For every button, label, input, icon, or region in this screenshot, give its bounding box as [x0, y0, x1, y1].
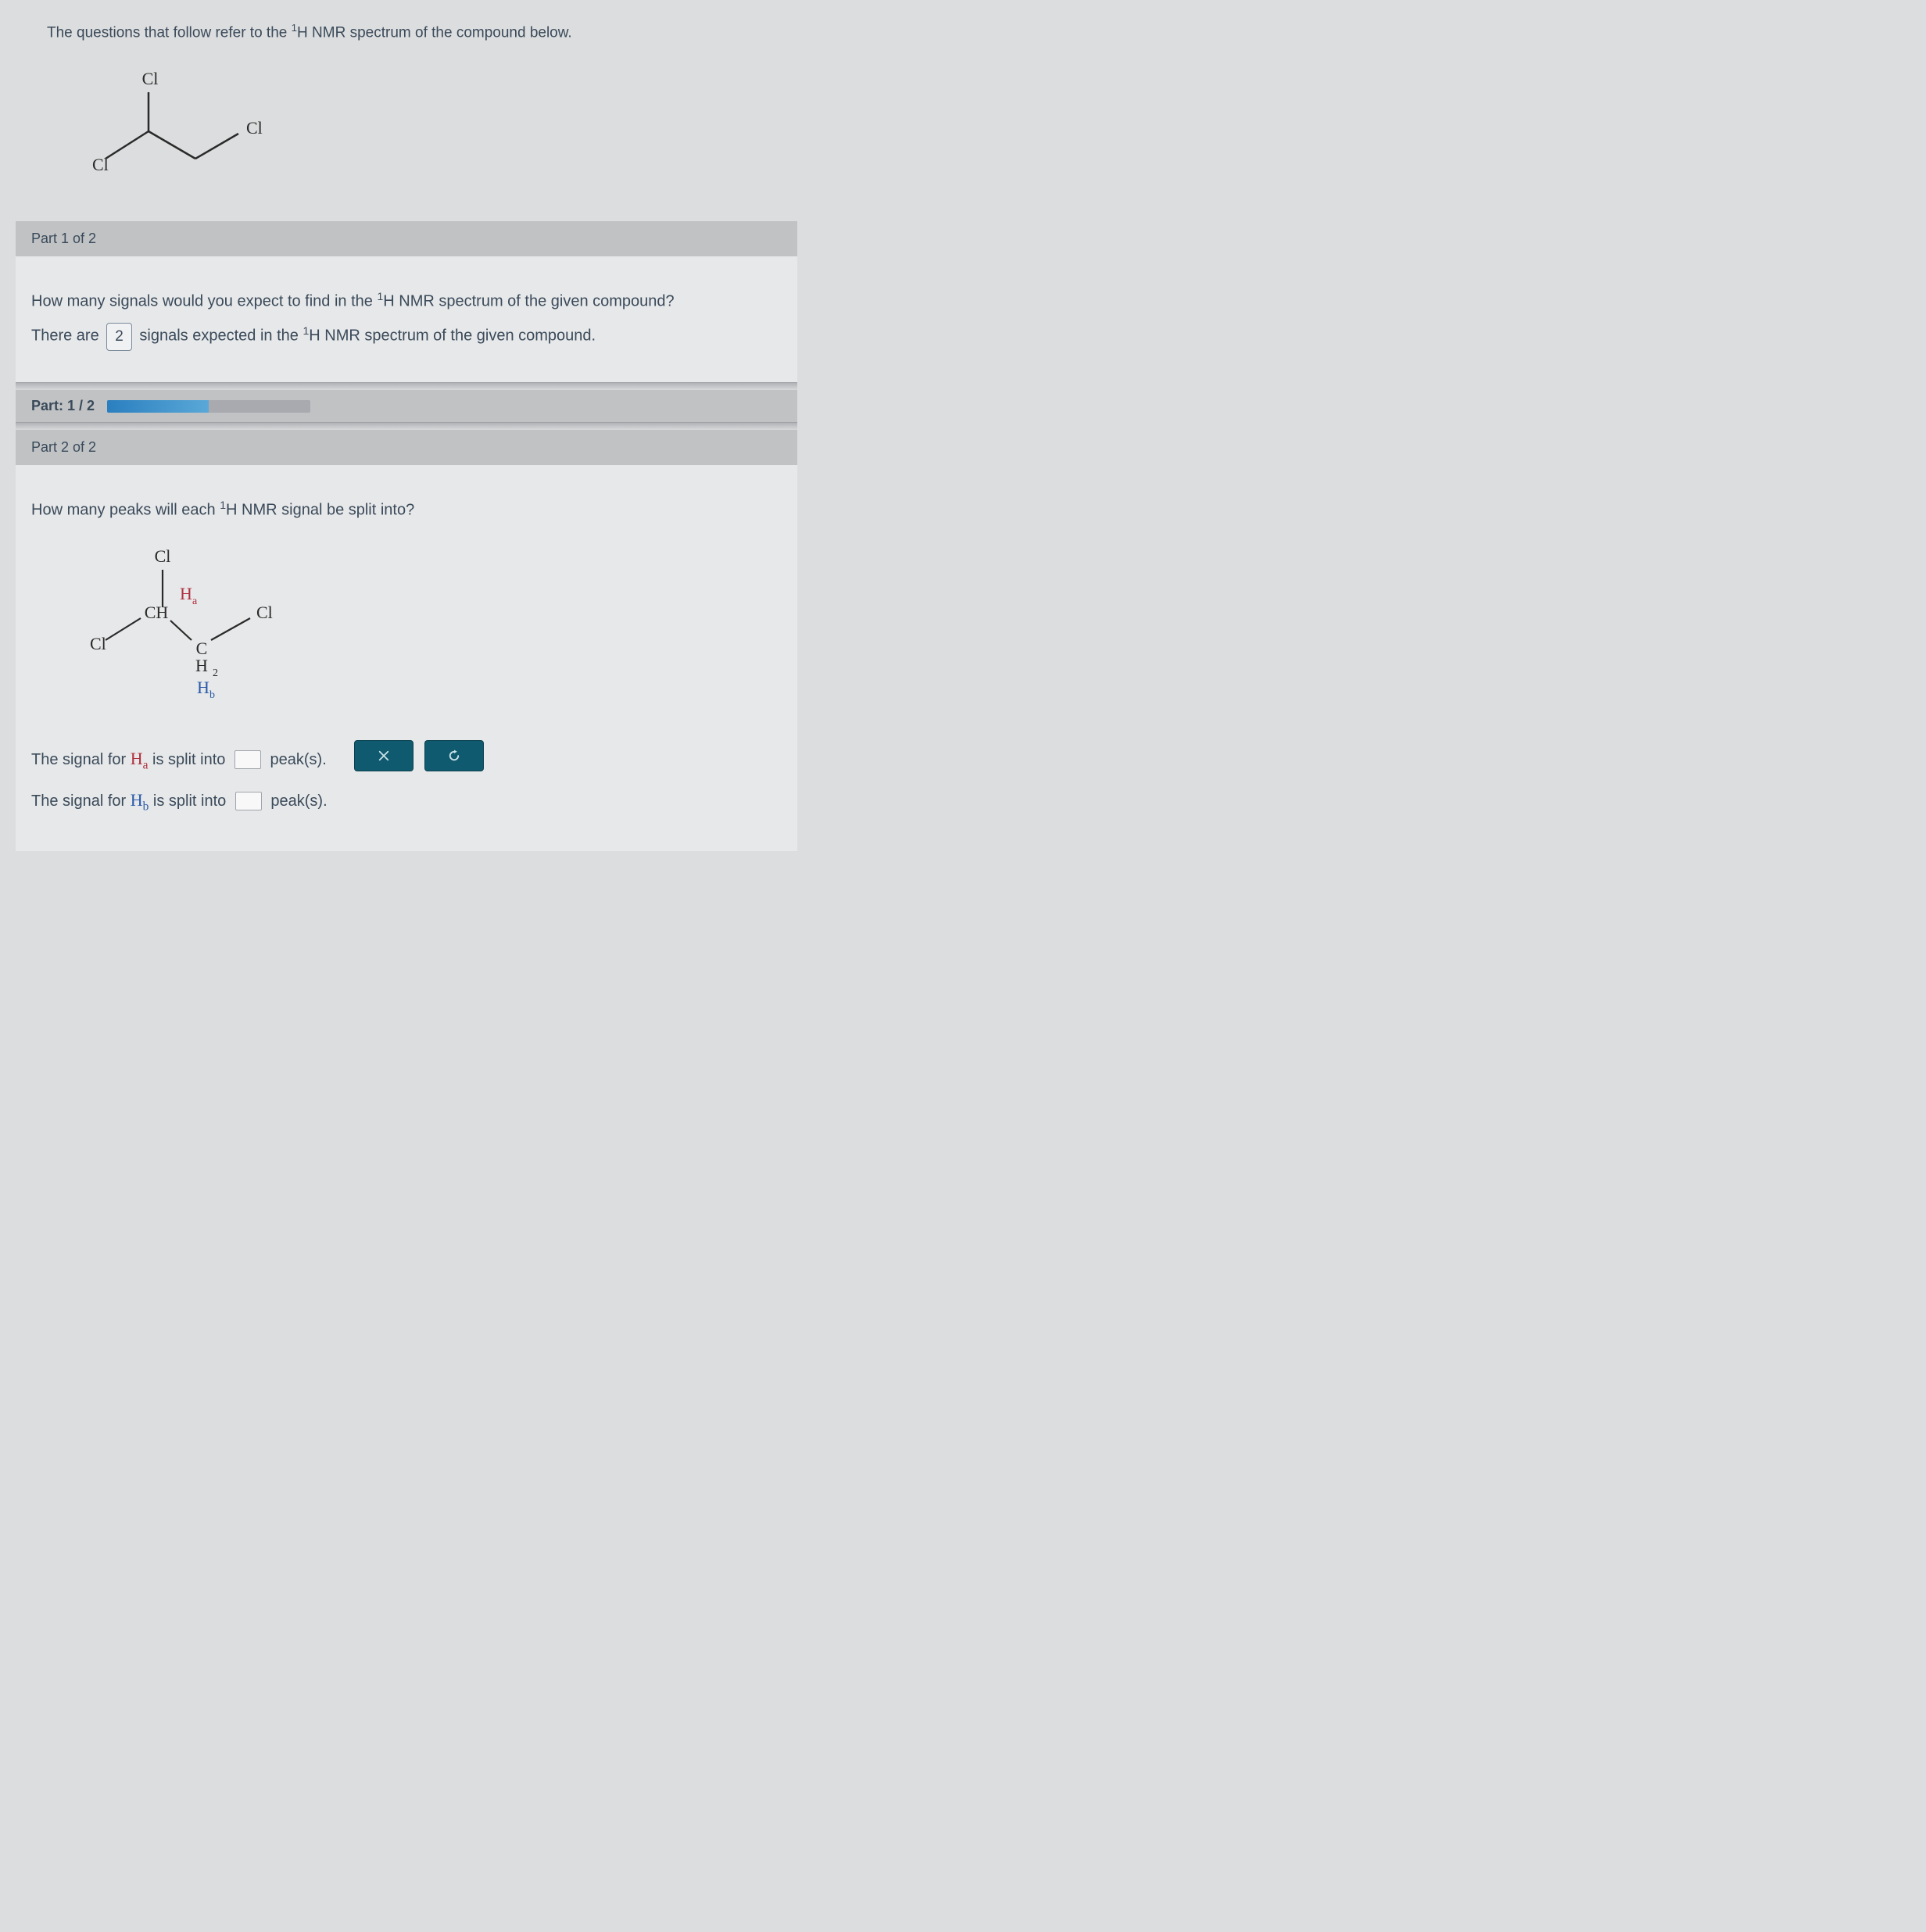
- svg-text:CH: CH: [145, 603, 169, 622]
- part1-answer-box[interactable]: 2: [106, 323, 132, 351]
- svg-text:H: H: [195, 656, 208, 675]
- intro-text: The questions that follow refer to the 1…: [47, 22, 797, 41]
- progress-label: Part: 1 / 2: [31, 398, 95, 414]
- svg-text:Cl: Cl: [256, 603, 273, 622]
- hb-input[interactable]: [235, 792, 262, 810]
- svg-text:Cl: Cl: [142, 69, 159, 88]
- svg-text:2: 2: [213, 667, 218, 679]
- molecule-structure-1: Cl Cl Cl: [63, 57, 797, 198]
- svg-text:Cl: Cl: [246, 118, 263, 138]
- progress-bar: [107, 400, 310, 413]
- intro-prefix: The questions that follow refer to the: [47, 24, 292, 41]
- ha-input[interactable]: [234, 750, 261, 769]
- part1-header: Part 1 of 2: [16, 221, 797, 256]
- svg-text:H: H: [197, 678, 209, 697]
- part1-answer: There are 2 signals expected in the 1H N…: [31, 322, 782, 351]
- part2-body: How many peaks will each 1H NMR signal b…: [16, 465, 797, 851]
- divider-1: [16, 382, 797, 390]
- molecule-svg-1: Cl Cl Cl: [63, 57, 297, 198]
- svg-text:b: b: [209, 689, 215, 701]
- divider-2: [16, 422, 797, 430]
- hb-sentence: The signal for Hb is split into peak(s).: [31, 786, 328, 817]
- hnmr-sup: 1: [292, 22, 297, 34]
- svg-text:Cl: Cl: [155, 546, 171, 566]
- svg-text:a: a: [192, 596, 198, 607]
- molecule-svg-2: ClClClCHHaCH2Hb: [63, 531, 313, 710]
- part1-body: How many signals would you expect to fin…: [16, 256, 797, 382]
- hnmr-h: H: [297, 24, 308, 41]
- intro-suffix: NMR spectrum of the compound below.: [308, 24, 572, 41]
- part1-question: How many signals would you expect to fin…: [31, 288, 782, 314]
- ha-sentence: The signal for Ha is split into peak(s).: [31, 745, 328, 775]
- svg-text:H: H: [180, 584, 192, 603]
- part2-header: Part 2 of 2: [16, 430, 797, 465]
- x-icon: [377, 749, 391, 763]
- part2-question: How many peaks will each 1H NMR signal b…: [31, 496, 782, 523]
- progress-row: Part: 1 / 2: [16, 390, 797, 422]
- clear-button[interactable]: [354, 740, 413, 771]
- molecule-structure-2: ClClClCHHaCH2Hb: [63, 531, 782, 710]
- reset-icon: [447, 749, 461, 763]
- progress-fill: [107, 400, 209, 413]
- reset-button[interactable]: [424, 740, 484, 771]
- svg-text:Cl: Cl: [92, 155, 109, 174]
- svg-text:Cl: Cl: [90, 634, 106, 653]
